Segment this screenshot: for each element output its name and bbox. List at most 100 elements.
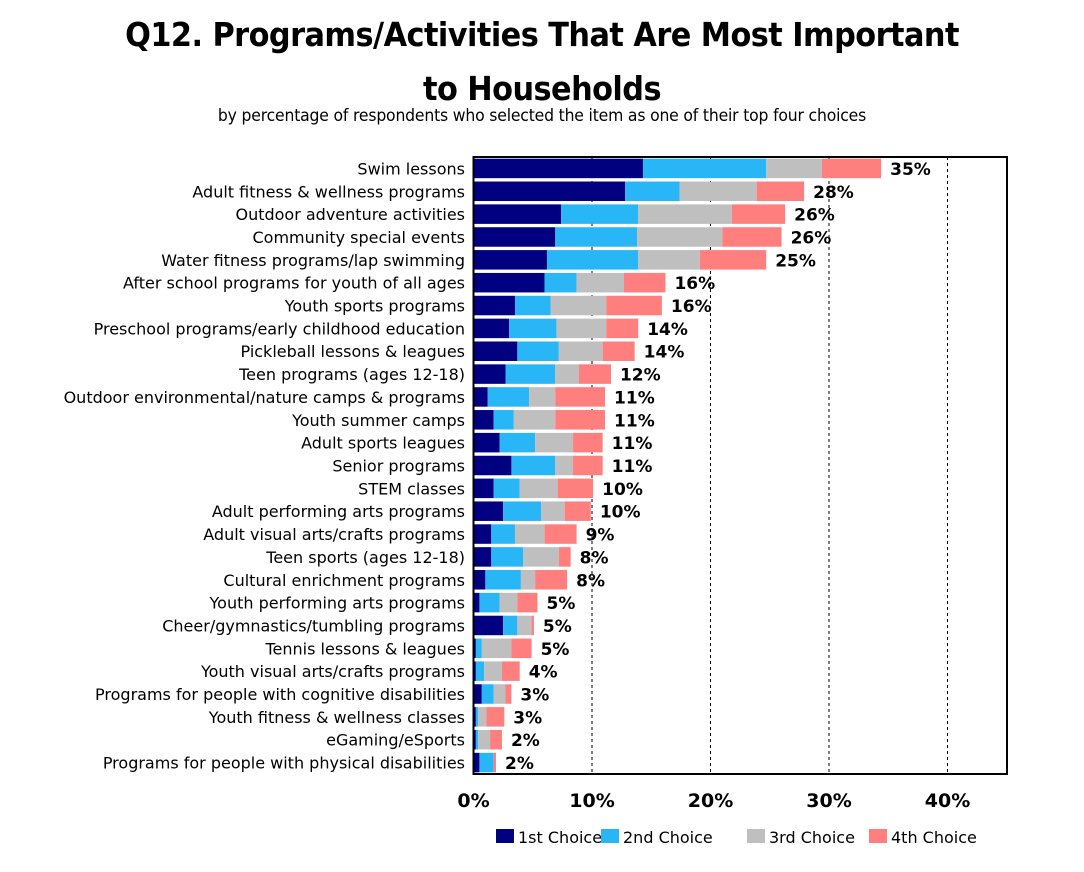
legend-swatch-3 xyxy=(747,829,765,843)
total-label: 3% xyxy=(513,708,542,728)
bar-segment-4 xyxy=(486,707,505,727)
bar-segment-1 xyxy=(473,547,492,567)
bar-segment-1 xyxy=(473,638,476,659)
bar-segment-3 xyxy=(499,592,518,613)
legend-label-3: 3rd Choice xyxy=(769,828,855,847)
category-labels: Swim lessons Adult fitness & wellness pro… xyxy=(64,159,465,772)
bar-segment-4 xyxy=(555,410,606,430)
bar-segment-2 xyxy=(475,729,479,750)
bar-segment-4 xyxy=(731,204,786,224)
total-labels: 35%28%26%26%25%16%16%14%14%12%11%11%11%1… xyxy=(505,160,931,774)
bar-segment-1 xyxy=(473,341,518,361)
bar-segment-2 xyxy=(555,227,638,247)
bar-segment-4 xyxy=(490,729,502,750)
bar-segment-1 xyxy=(473,181,626,202)
bar-segment-4 xyxy=(501,661,520,681)
legend-label-1: 1st Choice xyxy=(518,828,602,847)
bar-segment-1 xyxy=(473,707,476,727)
category-label: Youth performing arts programs xyxy=(209,594,466,613)
bar-segment-4 xyxy=(623,272,666,293)
bar-segment-4 xyxy=(511,638,532,659)
bar-segment-1 xyxy=(473,318,510,339)
bar-segment-1 xyxy=(473,227,556,247)
bar-segment-1 xyxy=(473,272,545,293)
bar-segment-1 xyxy=(473,592,480,613)
bar-segment-4 xyxy=(821,158,882,179)
bar-segment-3 xyxy=(535,432,574,453)
bar-segment-3 xyxy=(638,204,732,224)
bar-segment-4 xyxy=(756,181,805,202)
bar-segment-4 xyxy=(606,318,639,339)
total-label: 3% xyxy=(520,686,549,706)
category-label: Teen programs (ages 12-18) xyxy=(238,365,465,384)
total-label: 8% xyxy=(580,548,609,568)
total-label: 5% xyxy=(546,594,575,614)
bar-segment-3 xyxy=(638,250,700,270)
bar-segment-1 xyxy=(473,295,515,316)
bar-segment-2 xyxy=(546,250,639,270)
category-label: Water fitness programs/lap swimming xyxy=(161,251,465,270)
bar-segment-3 xyxy=(576,272,624,293)
bar-segment-2 xyxy=(493,410,514,430)
total-label: 2% xyxy=(505,754,534,774)
total-label: 26% xyxy=(791,228,832,248)
bar-segment-3 xyxy=(558,341,603,361)
total-label: 16% xyxy=(674,274,715,294)
bar-segment-4 xyxy=(722,227,782,247)
category-label: STEM classes xyxy=(358,479,465,498)
bar-segment-3 xyxy=(529,387,556,407)
chart-subtitle: by percentage of respondents who selecte… xyxy=(217,106,867,126)
chart-title-line-1: Q12. Programs/Activities That Are Most I… xyxy=(125,15,959,54)
category-label: Adult visual arts/crafts programs xyxy=(203,525,465,544)
bar-segment-2 xyxy=(544,272,577,293)
bar-segment-2 xyxy=(517,341,559,361)
bar-segment-3 xyxy=(766,158,822,179)
bar-segment-1 xyxy=(473,410,494,430)
x-tick-label: 0% xyxy=(457,790,489,812)
bar-segment-3 xyxy=(541,501,565,521)
total-label: 5% xyxy=(543,617,572,637)
bar-segment-2 xyxy=(509,318,557,339)
category-label: Tennis lessons & leagues xyxy=(265,639,466,658)
bar-segment-4 xyxy=(505,684,512,704)
bar-segment-1 xyxy=(473,615,504,636)
bar-segment-1 xyxy=(473,478,494,499)
bar-segment-1 xyxy=(473,752,480,773)
bar-segment-2 xyxy=(487,387,530,407)
bar-segment-2 xyxy=(561,204,639,224)
total-label: 12% xyxy=(620,366,661,386)
total-label: 2% xyxy=(511,731,540,751)
category-label: Outdoor environmental/nature camps & pro… xyxy=(64,388,465,407)
bar-segment-4 xyxy=(493,752,497,773)
x-tick-label: 30% xyxy=(806,790,851,812)
total-label: 11% xyxy=(614,411,655,431)
bar-segment-4 xyxy=(517,592,538,613)
total-label: 35% xyxy=(890,160,931,180)
bar-segment-4 xyxy=(555,387,606,407)
bar-segment-3 xyxy=(514,524,545,544)
legend-label-4: 4th Choice xyxy=(891,828,977,847)
bar-segment-2 xyxy=(514,295,551,316)
total-label: 28% xyxy=(813,183,854,203)
bar-segment-3 xyxy=(517,615,532,636)
bar-segment-3 xyxy=(637,227,723,247)
category-label: Senior programs xyxy=(332,457,465,476)
total-label: 25% xyxy=(775,251,816,271)
bar-segment-1 xyxy=(473,501,504,521)
bar-segment-4 xyxy=(544,524,577,544)
bar-segment-1 xyxy=(473,364,506,384)
category-label: Cultural enrichment programs xyxy=(223,571,465,590)
bar-segment-2 xyxy=(481,684,494,704)
bar-segment-2 xyxy=(503,615,518,636)
bar-segment-4 xyxy=(573,432,603,453)
bar-segment-3 xyxy=(679,181,757,202)
x-axis-tick-labels: 0% 10% 20% 30% 40% xyxy=(457,790,970,812)
category-label: Cheer/gymnastics/tumbling programs xyxy=(162,616,465,635)
bar-segment-1 xyxy=(473,158,643,179)
category-label: Programs for people with physical disabi… xyxy=(103,754,465,773)
category-label: Adult sports leagues xyxy=(301,434,465,453)
total-label: 4% xyxy=(529,663,558,683)
category-label: Adult performing arts programs xyxy=(212,502,465,521)
total-label: 14% xyxy=(647,320,688,340)
